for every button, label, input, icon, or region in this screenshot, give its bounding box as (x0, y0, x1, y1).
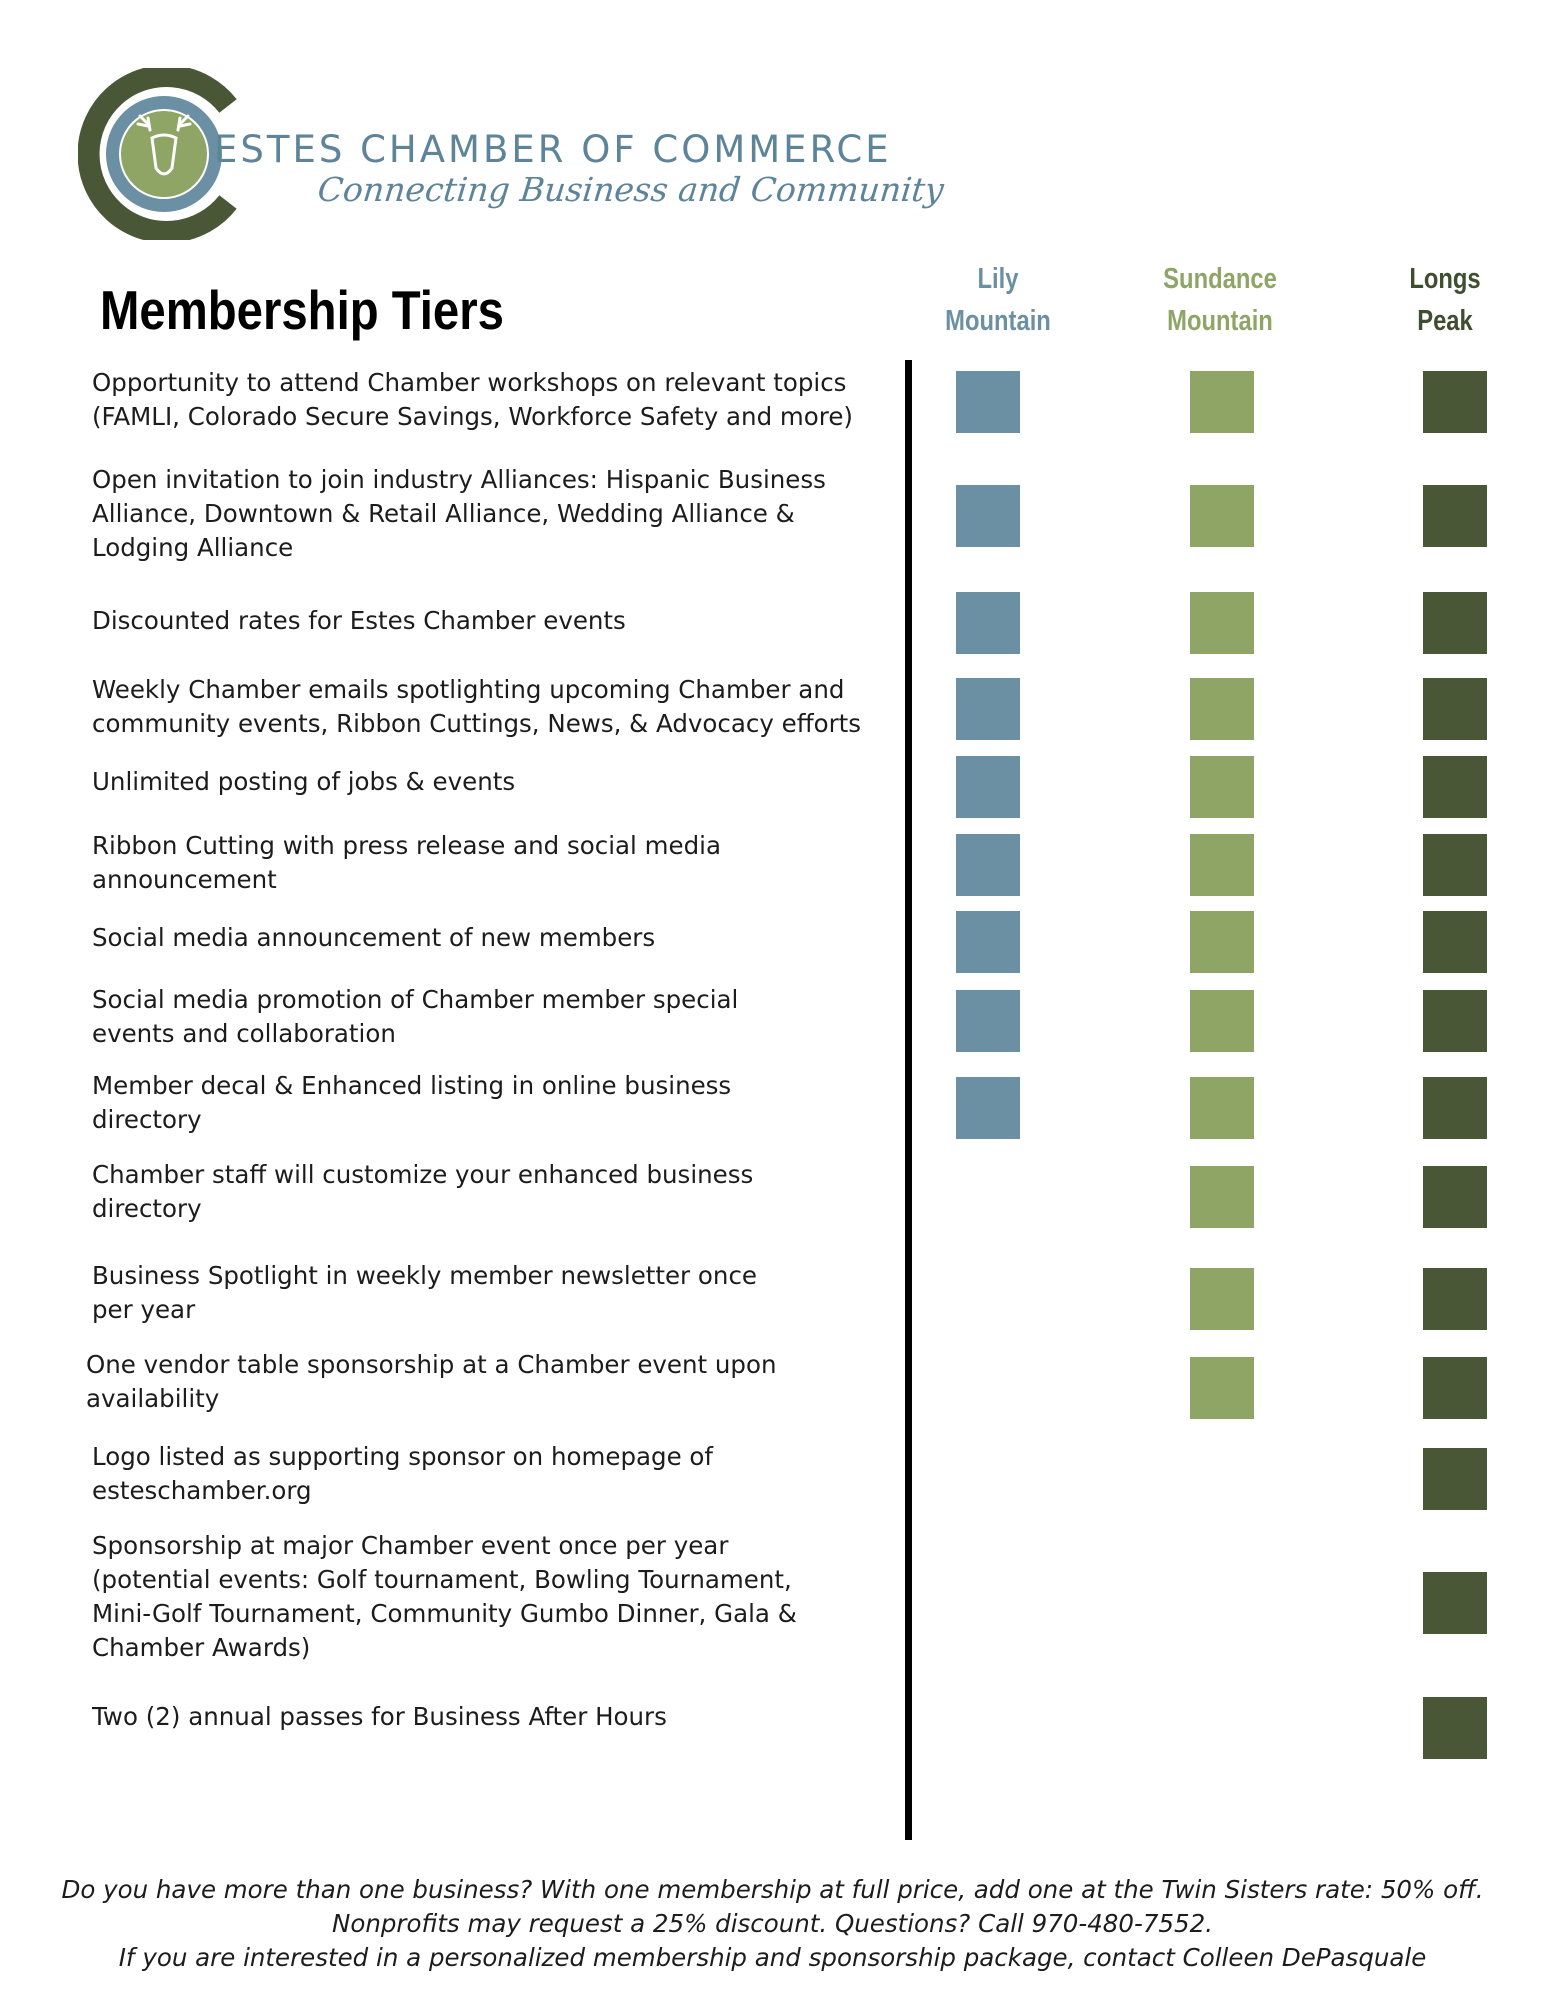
tier-mark-lily (956, 990, 1020, 1052)
benefit-workshops: Opportunity to attend Chamber workshops … (92, 368, 853, 431)
section-title: Membership Tiers (100, 279, 504, 341)
tier-mark-lily (956, 911, 1020, 973)
tier-mark-longs (1423, 1166, 1487, 1228)
tier-mark-longs (1423, 678, 1487, 740)
tier-header-longs-peak: Longs Peak (1363, 258, 1527, 342)
benefit-event-sponsorship: Sponsorship at major Chamber event once … (92, 1531, 797, 1662)
tier-header-sundance-mountain: Sundance Mountain (1138, 258, 1302, 342)
tier-mark-longs (1423, 485, 1487, 547)
tier-mark-lily (956, 592, 1020, 654)
footer-line: Nonprofits may request a 25% discount. Q… (332, 1909, 1213, 1938)
org-tagline: Connecting Business and Community (315, 170, 946, 209)
tier-mark-sundance (1190, 990, 1254, 1052)
tier-mark-sundance (1190, 756, 1254, 818)
tier-mark-longs (1423, 592, 1487, 654)
tier-mark-longs (1423, 1448, 1487, 1510)
tier-mark-sundance (1190, 1077, 1254, 1139)
tier-header-line: Mountain (1167, 305, 1273, 337)
tier-mark-longs (1423, 1357, 1487, 1419)
footer-note: Do you have more than one business? With… (0, 1873, 1545, 1975)
tier-header-line: Longs (1409, 263, 1481, 295)
benefit-job-postings: Unlimited posting of jobs & events (92, 767, 516, 796)
tier-mark-sundance (1190, 485, 1254, 547)
tier-mark-sundance (1190, 1357, 1254, 1419)
tier-mark-lily (956, 756, 1020, 818)
tier-header-line: Lily (977, 263, 1019, 295)
tier-mark-lily (956, 371, 1020, 433)
benefit-ribbon-cutting: Ribbon Cutting with press release and so… (92, 831, 721, 894)
tier-header-line: Peak (1417, 305, 1473, 337)
benefit-new-member-announcement: Social media announcement of new members (92, 923, 656, 952)
benefit-business-spotlight: Business Spotlight in weekly member news… (92, 1261, 757, 1324)
tier-mark-longs (1423, 834, 1487, 896)
elk-head-logo-icon (78, 68, 237, 240)
tier-mark-longs (1423, 990, 1487, 1052)
tier-mark-lily (956, 485, 1020, 547)
tier-mark-longs (1423, 1697, 1487, 1759)
tier-header-line: Mountain (945, 305, 1051, 337)
tier-mark-longs (1423, 1268, 1487, 1330)
benefit-after-hours-passes: Two (2) annual passes for Business After… (92, 1702, 667, 1731)
tier-mark-sundance (1190, 834, 1254, 896)
benefit-weekly-emails: Weekly Chamber emails spotlighting upcom… (92, 675, 862, 738)
tier-mark-lily (956, 834, 1020, 896)
tier-mark-sundance (1190, 1166, 1254, 1228)
tier-mark-sundance (1190, 678, 1254, 740)
tier-mark-longs (1423, 911, 1487, 973)
tier-header-lily-mountain: Lily Mountain (916, 258, 1080, 342)
benefit-alliances: Open invitation to join industry Allianc… (92, 465, 826, 562)
tier-mark-lily (956, 678, 1020, 740)
benefit-vendor-table: One vendor table sponsorship at a Chambe… (86, 1350, 777, 1413)
tier-header-line: Sundance (1163, 263, 1277, 295)
tier-mark-lily (956, 1077, 1020, 1139)
benefit-member-decal: Member decal & Enhanced listing in onlin… (92, 1071, 732, 1134)
tier-mark-longs (1423, 371, 1487, 433)
tier-mark-longs (1423, 1077, 1487, 1139)
footer-line: Do you have more than one business? With… (61, 1875, 1484, 1904)
benefit-discounted-rates: Discounted rates for Estes Chamber event… (92, 606, 626, 635)
benefit-social-promotion: Social media promotion of Chamber member… (92, 985, 739, 1048)
tier-mark-longs (1423, 1572, 1487, 1634)
tier-mark-sundance (1190, 1268, 1254, 1330)
column-divider (905, 360, 912, 1840)
footer-line: If you are interested in a personalized … (118, 1943, 1427, 1972)
benefit-staff-customize: Chamber staff will customize your enhanc… (92, 1160, 754, 1223)
tier-mark-sundance (1190, 911, 1254, 973)
tier-mark-sundance (1190, 371, 1254, 433)
benefit-logo-homepage: Logo listed as supporting sponsor on hom… (92, 1442, 714, 1505)
tier-mark-sundance (1190, 592, 1254, 654)
tier-mark-longs (1423, 756, 1487, 818)
org-name: ESTES CHAMBER OF COMMERCE (214, 128, 892, 171)
